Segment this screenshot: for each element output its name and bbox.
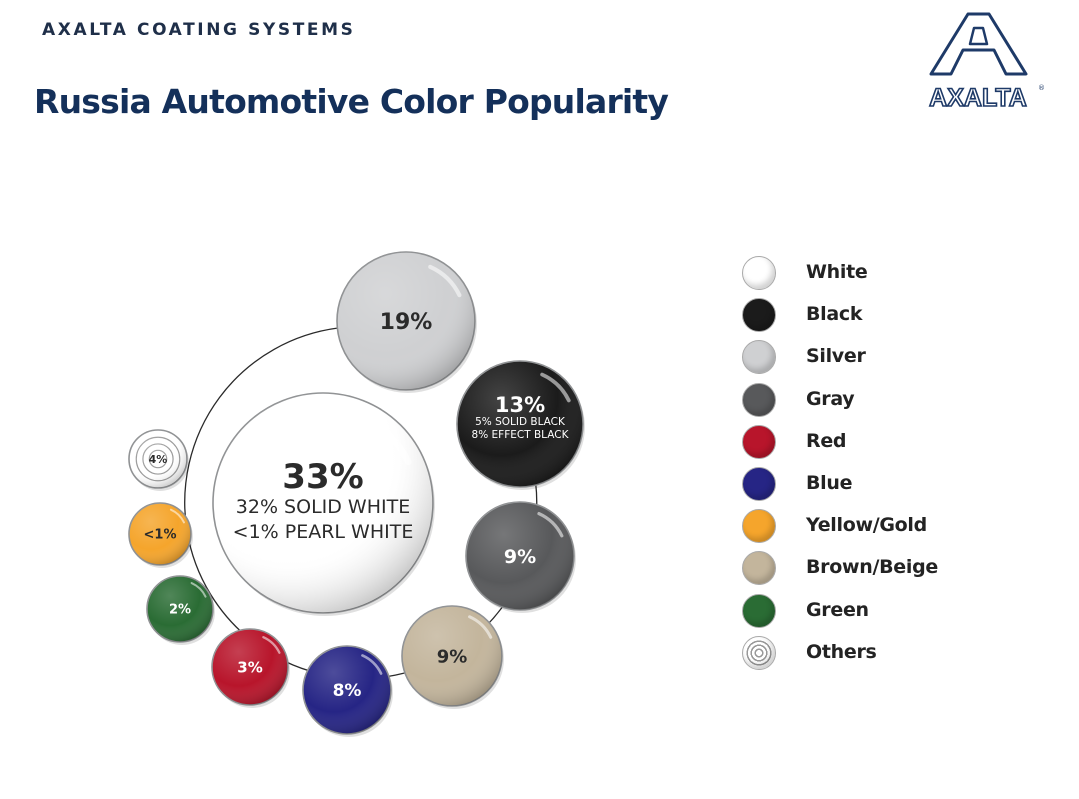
legend-swatch-red — [742, 424, 776, 459]
legend-swatch-others — [742, 635, 776, 670]
bubble-red: 3% — [211, 628, 290, 708]
bubble-black-sublabel-1: 5% SOLID BLACK — [475, 416, 566, 428]
legend-swatch-green — [742, 593, 776, 628]
bubble-black-sublabel-2: 8% EFFECT BLACK — [472, 429, 570, 441]
legend-swatch-yellow-gold — [742, 509, 776, 544]
bubble-gray: 9% — [465, 501, 576, 613]
legend-swatch-black — [742, 298, 776, 333]
bubble-brown-beige-highlight — [468, 615, 493, 639]
bubble-white: 33%32% SOLID WHITE <1% PEARL WHITE — [212, 392, 435, 616]
page-title: Russia Automotive Color Popularity — [34, 82, 669, 121]
bubble-yellow-gold-value-label: <1% — [144, 528, 177, 543]
bubble-brown-beige-shading — [402, 606, 502, 706]
logo-registered-mark: ® — [1038, 84, 1045, 92]
bubble-white-sublabel-1: 32% SOLID WHITE — [236, 496, 410, 518]
bubble-red-highlight — [262, 636, 281, 654]
logo-wordmark: AXALTA — [928, 83, 1027, 113]
bubble-green: 2% — [146, 575, 215, 645]
bubble-gray-value-label: 9% — [504, 546, 536, 568]
legend-label-black: Black — [806, 303, 863, 326]
bubble-silver: 19% — [336, 251, 477, 393]
axalta-logo: AXALTA ® — [914, 8, 1045, 113]
bubble-white-shading — [213, 393, 433, 613]
bubble-others-value-label: 4% — [149, 453, 168, 466]
bubble-black-highlight — [540, 372, 571, 403]
bubble-red-value-label: 3% — [237, 658, 262, 676]
legend-swatch-brown-beige — [742, 551, 776, 586]
bubble-green-shading — [147, 576, 213, 642]
bubble-black-value-label: 13% — [495, 393, 545, 417]
bubble-others: 4% — [128, 429, 189, 491]
bubble-white-sublabel-2: <1% PEARL WHITE — [233, 521, 414, 543]
bubble-red-shading — [212, 629, 288, 705]
legend-label-yellow-gold: Yellow/Gold — [806, 514, 927, 537]
bubble-blue: 8% — [302, 645, 393, 737]
bubble-yellow-gold-shading — [129, 503, 191, 565]
bubble-silver-highlight — [428, 264, 462, 298]
bubble-white-highlight — [358, 413, 412, 466]
bubble-white-value-label: 33% — [282, 457, 363, 497]
bubble-yellow-gold: <1% — [128, 502, 193, 568]
legend-label-red: Red — [806, 429, 847, 452]
legend-label-blue: Blue — [806, 471, 853, 494]
axalta-logo-mark — [929, 12, 1028, 76]
bubble-green-highlight — [190, 582, 207, 598]
bubble-silver-value-label: 19% — [380, 310, 433, 335]
bubble-others-shading — [129, 430, 187, 488]
bubble-brown-beige: 9% — [401, 605, 504, 709]
bubble-silver-shading — [337, 252, 475, 390]
legend-label-others: Others — [806, 640, 877, 663]
legend-label-green: Green — [806, 598, 869, 621]
bubble-black-shading — [457, 361, 583, 487]
legend-swatch-gray — [742, 382, 776, 417]
bubble-green-value-label: 2% — [169, 603, 191, 618]
legend-label-gray: Gray — [806, 387, 855, 410]
bubble-blue-value-label: 8% — [333, 681, 362, 701]
legend-swatch-white — [742, 256, 776, 290]
legend-label-brown-beige: Brown/Beige — [806, 556, 938, 579]
legend-label-white: White — [806, 261, 868, 283]
bubble-brown-beige-value-label: 9% — [437, 646, 468, 667]
company-name: AXALTA COATING SYSTEMS — [42, 20, 356, 40]
bubble-yellow-gold-highlight — [169, 508, 186, 524]
legend-swatch-blue — [742, 466, 776, 501]
bubble-blue-shading — [303, 646, 391, 734]
bubble-gray-shading — [466, 502, 574, 610]
bubble-others-highlight — [167, 435, 182, 450]
legend-label-silver: Silver — [806, 345, 866, 368]
legend-swatch-silver — [742, 340, 776, 375]
bubble-blue-highlight — [361, 654, 383, 675]
bubble-gray-highlight — [537, 511, 564, 538]
